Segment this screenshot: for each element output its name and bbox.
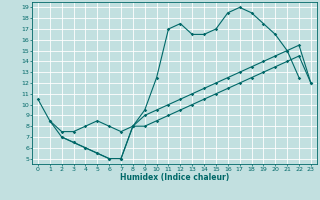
X-axis label: Humidex (Indice chaleur): Humidex (Indice chaleur): [120, 173, 229, 182]
